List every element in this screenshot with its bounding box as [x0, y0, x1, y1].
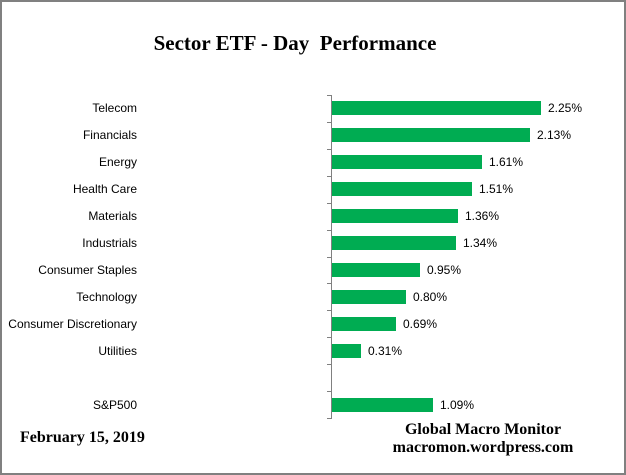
value-label: 1.09%	[440, 398, 475, 412]
category-label: Industrials	[82, 236, 137, 250]
value-label: 0.69%	[403, 317, 438, 331]
category-label: Technology	[76, 290, 137, 304]
value-label: 1.34%	[463, 236, 498, 250]
category-label: Consumer Staples	[38, 263, 137, 277]
bar	[332, 317, 396, 331]
axis-tick	[327, 149, 332, 150]
axis-tick	[327, 257, 332, 258]
axis-tick	[327, 95, 332, 96]
axis-tick	[327, 122, 332, 123]
axis-tick	[327, 283, 332, 284]
value-label: 0.31%	[368, 344, 403, 358]
bar	[332, 101, 541, 115]
attribution-source: Global Macro Monitor	[404, 421, 562, 438]
value-label: 1.36%	[465, 209, 500, 223]
bar	[332, 209, 458, 223]
bar	[332, 182, 472, 196]
category-label: Energy	[98, 155, 137, 169]
value-label: 0.95%	[427, 263, 462, 277]
axis-tick	[327, 203, 332, 204]
bar	[332, 128, 530, 142]
bar	[332, 155, 482, 169]
category-label: Materials	[88, 209, 137, 223]
category-label: Financials	[82, 128, 137, 142]
value-label: 1.51%	[479, 182, 514, 196]
bar	[332, 236, 456, 250]
category-label: Consumer Discretionary	[8, 317, 137, 331]
category-label: Health Care	[72, 182, 137, 196]
axis-tick	[327, 176, 332, 177]
bar	[332, 398, 433, 412]
attribution-url: macromon.wordpress.com	[392, 439, 574, 456]
axis-tick	[327, 364, 332, 365]
value-label: 0.80%	[413, 290, 448, 304]
chart-title: Sector ETF - Day Performance	[153, 31, 437, 55]
bar	[332, 290, 406, 304]
value-label: 2.13%	[537, 128, 572, 142]
category-label: S&P500	[92, 398, 137, 412]
axis-tick	[327, 230, 332, 231]
bar	[332, 263, 420, 277]
axis-tick	[327, 418, 332, 419]
footer-attribution: Global Macro Monitor macromon.wordpress.…	[371, 421, 595, 457]
value-label: 1.61%	[489, 155, 524, 169]
category-label: Telecom	[92, 101, 137, 115]
axis-tick	[327, 337, 332, 338]
bar	[332, 344, 361, 358]
value-label: 2.25%	[548, 101, 583, 115]
axis-tick	[327, 391, 332, 392]
category-label: Utilities	[98, 344, 137, 358]
axis-tick	[327, 310, 332, 311]
footer-date: February 15, 2019	[20, 429, 145, 446]
